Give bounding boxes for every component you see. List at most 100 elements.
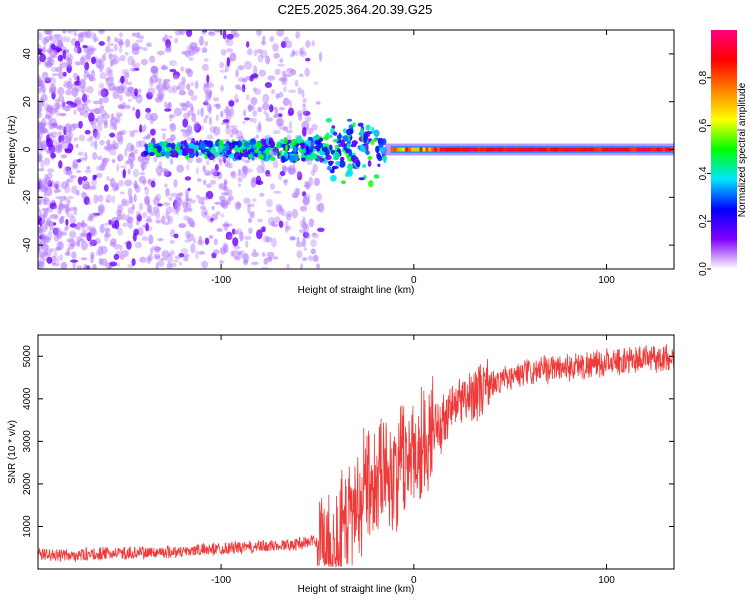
carrier-segment bbox=[457, 147, 461, 152]
noise-blob bbox=[51, 131, 58, 138]
noise-blob bbox=[85, 85, 94, 94]
noise-blob bbox=[60, 181, 68, 190]
noise-blob bbox=[280, 211, 287, 217]
noise-blob bbox=[283, 179, 289, 183]
carrier-segment bbox=[474, 147, 478, 152]
carrier-segment bbox=[460, 147, 464, 152]
noise-blob bbox=[186, 136, 193, 141]
noise-blob bbox=[250, 178, 257, 188]
noise-blob bbox=[258, 121, 261, 131]
carrier-segment bbox=[610, 147, 614, 152]
noise-blob bbox=[191, 112, 197, 123]
noise-blob bbox=[186, 30, 193, 37]
noise-blob bbox=[112, 139, 117, 149]
signal-blob bbox=[206, 150, 212, 158]
signal-blob bbox=[329, 169, 335, 174]
noise-blob bbox=[186, 233, 195, 242]
noise-blob bbox=[136, 220, 140, 226]
carrier-segment bbox=[578, 147, 582, 152]
noise-blob bbox=[261, 226, 266, 233]
noise-blob bbox=[119, 255, 125, 260]
colorbar-tick-label: 0.2 bbox=[698, 214, 709, 228]
noise-blob bbox=[201, 30, 207, 36]
noise-blob bbox=[77, 151, 84, 157]
noise-blob bbox=[93, 174, 97, 179]
noise-blob bbox=[64, 134, 72, 144]
signal-blob bbox=[236, 140, 242, 148]
noise-blob bbox=[66, 238, 75, 243]
noise-blob bbox=[98, 203, 105, 211]
noise-blob bbox=[83, 99, 92, 104]
noise-blob bbox=[140, 58, 148, 66]
signal-blob bbox=[314, 139, 321, 145]
noise-blob bbox=[115, 182, 120, 191]
carrier-segment bbox=[598, 147, 602, 152]
noise-blob bbox=[43, 157, 51, 166]
signal-blob bbox=[195, 150, 199, 158]
noise-blob bbox=[201, 63, 209, 72]
noise-blob bbox=[131, 258, 136, 266]
snr-xlabel: Height of straight line (km) bbox=[298, 584, 415, 595]
noise-blob bbox=[38, 77, 43, 83]
noise-blob bbox=[190, 103, 194, 112]
noise-blob bbox=[49, 34, 53, 41]
noise-blob bbox=[158, 161, 163, 169]
noise-blob bbox=[232, 32, 240, 38]
noise-blob bbox=[255, 134, 259, 139]
noise-blob bbox=[38, 32, 43, 41]
noise-blob bbox=[90, 32, 96, 40]
noise-blob bbox=[267, 75, 276, 81]
signal-blob bbox=[350, 128, 354, 134]
noise-blob bbox=[89, 47, 97, 52]
noise-blob bbox=[142, 180, 147, 185]
noise-blob bbox=[118, 94, 123, 102]
noise-blob bbox=[108, 219, 112, 225]
noise-blob bbox=[125, 72, 130, 79]
signal-blob bbox=[178, 149, 183, 156]
noise-blob bbox=[276, 117, 285, 126]
noise-blob bbox=[146, 133, 152, 139]
x-tick-label: 0 bbox=[411, 575, 417, 586]
noise-blob bbox=[310, 169, 316, 176]
noise-blob bbox=[77, 32, 84, 38]
noise-blob bbox=[122, 222, 128, 227]
noise-blob bbox=[173, 179, 178, 188]
y-tick-label: -40 bbox=[22, 237, 33, 252]
noise-blob bbox=[76, 236, 83, 241]
noise-blob bbox=[118, 105, 126, 110]
noise-blob bbox=[118, 47, 123, 54]
noise-blob bbox=[48, 132, 54, 137]
colorbar bbox=[711, 30, 737, 269]
carrier-segment bbox=[535, 147, 539, 152]
noise-blob bbox=[266, 198, 273, 208]
noise-blob bbox=[143, 186, 148, 191]
signal-blob bbox=[318, 142, 323, 149]
noise-blob bbox=[310, 248, 316, 255]
noise-blob bbox=[272, 43, 279, 52]
noise-blob bbox=[48, 135, 56, 139]
signal-blob bbox=[365, 124, 371, 131]
noise-blob bbox=[181, 76, 186, 85]
noise-blob bbox=[72, 30, 77, 33]
noise-blob bbox=[226, 122, 229, 129]
colorbar-tick-label: 0.8 bbox=[698, 70, 709, 84]
noise-blob bbox=[283, 86, 287, 93]
noise-blob bbox=[58, 160, 63, 169]
noise-blob bbox=[165, 39, 172, 49]
noise-blob bbox=[84, 31, 90, 39]
noise-blob bbox=[234, 201, 242, 211]
noise-blob bbox=[66, 169, 73, 176]
noise-blob bbox=[249, 117, 254, 123]
noise-blob bbox=[63, 227, 68, 232]
noise-blob bbox=[169, 192, 178, 198]
carrier-segment bbox=[436, 147, 440, 152]
carrier-segment bbox=[445, 147, 449, 152]
noise-blob bbox=[218, 183, 224, 189]
noise-blob bbox=[56, 189, 62, 193]
signal-blob bbox=[247, 149, 255, 153]
noise-blob bbox=[212, 170, 218, 179]
noise-blob bbox=[67, 30, 74, 34]
x-tick-label: 100 bbox=[598, 275, 615, 286]
noise-blob bbox=[135, 39, 144, 43]
signal-blob bbox=[367, 155, 373, 160]
